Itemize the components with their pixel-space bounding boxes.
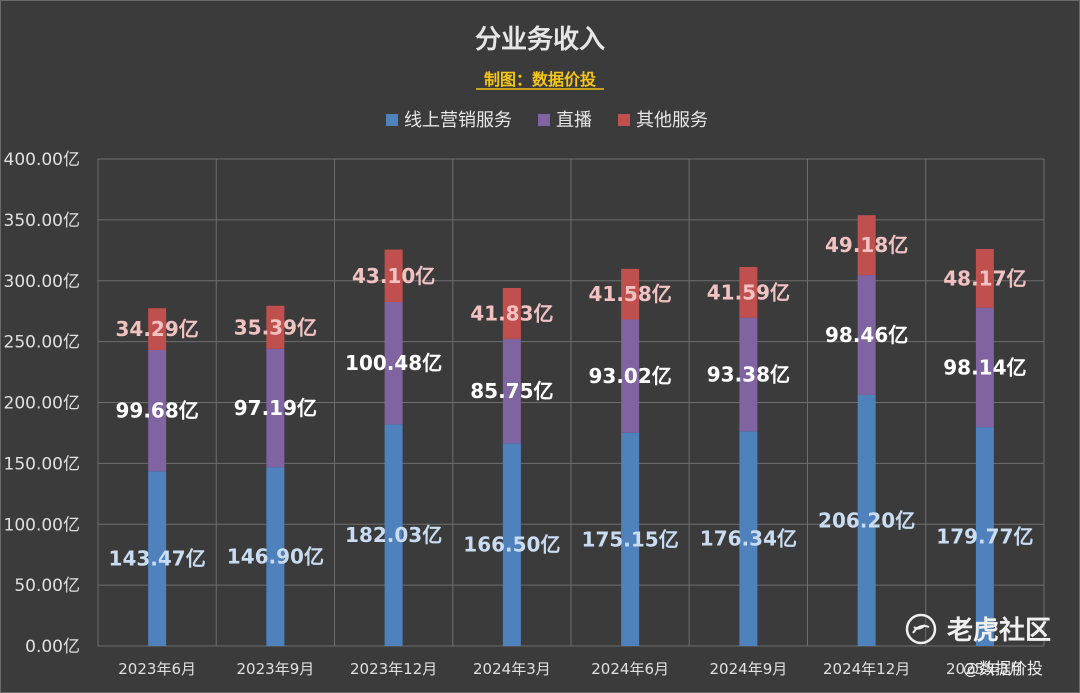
legend-label: 直播 bbox=[556, 110, 592, 131]
data-label: 99.68亿 bbox=[115, 399, 198, 423]
bar-segment bbox=[266, 305, 285, 349]
bar-segment bbox=[739, 431, 758, 646]
x-tick-label: 2023年6月 bbox=[118, 660, 196, 678]
y-tick-label: 150.00亿 bbox=[4, 454, 80, 474]
data-label: 93.38亿 bbox=[707, 362, 790, 386]
axes: 0.00亿 50.00亿 100.00亿 150.00亿 200.00亿 250.00亿 3… bbox=[4, 150, 1024, 678]
bar-segment bbox=[621, 432, 640, 646]
bar-segment bbox=[857, 394, 876, 646]
bars bbox=[148, 215, 994, 646]
data-label: 175.15亿 bbox=[582, 527, 679, 551]
data-label: 35.39亿 bbox=[234, 315, 317, 339]
data-label: 41.83亿 bbox=[470, 301, 553, 325]
bar-segment bbox=[384, 249, 403, 303]
watermark-sub: @数据价投 bbox=[963, 659, 1043, 678]
tiger-stripe-icon bbox=[912, 624, 930, 634]
y-tick-label: 100.00亿 bbox=[4, 515, 80, 535]
bar-segment bbox=[384, 424, 403, 646]
bar-segment bbox=[502, 338, 521, 444]
data-label: 49.18亿 bbox=[825, 233, 908, 257]
y-tick-label: 200.00亿 bbox=[4, 394, 80, 414]
data-label: 166.50亿 bbox=[463, 533, 560, 557]
data-label: 146.90亿 bbox=[227, 545, 324, 569]
y-tick-label: 50.00亿 bbox=[14, 576, 80, 596]
x-tick-label: 2024年9月 bbox=[710, 660, 788, 678]
bar-segment bbox=[148, 471, 167, 646]
watermark-main: 老虎社区 bbox=[947, 615, 1051, 646]
x-tick-label: 2025年3月 bbox=[946, 660, 1024, 678]
bar-segment bbox=[975, 248, 994, 308]
x-tick-label: 2024年3月 bbox=[473, 660, 551, 678]
bar-segment bbox=[739, 317, 758, 432]
legend-swatch bbox=[386, 114, 398, 126]
data-label: 43.10亿 bbox=[352, 264, 435, 288]
bar-segment bbox=[148, 308, 167, 350]
data-label: 179.77亿 bbox=[936, 525, 1033, 549]
x-tick-label: 2024年12月 bbox=[823, 660, 910, 678]
bar-segment bbox=[621, 319, 640, 433]
data-label: 98.46亿 bbox=[825, 323, 908, 347]
data-label: 41.58亿 bbox=[588, 282, 671, 306]
data-label: 206.20亿 bbox=[818, 508, 915, 532]
bar-segment bbox=[857, 275, 876, 395]
legend-label: 线上营销服务 bbox=[404, 110, 512, 131]
data-label: 143.47亿 bbox=[109, 547, 206, 571]
bar-segment bbox=[384, 302, 403, 425]
x-tick-label: 2023年9月 bbox=[237, 660, 315, 678]
data-label: 41.59亿 bbox=[707, 280, 790, 304]
bar-segment bbox=[739, 266, 758, 318]
data-label: 97.19亿 bbox=[234, 396, 317, 420]
y-tick-label: 350.00亿 bbox=[4, 211, 80, 231]
bar-segment bbox=[975, 307, 994, 428]
data-label: 85.75亿 bbox=[470, 379, 553, 403]
chart-title: 分业务收入 bbox=[475, 25, 605, 55]
legend-label: 其他服务 bbox=[636, 110, 708, 131]
data-label: 34.29亿 bbox=[115, 317, 198, 341]
bar-segment bbox=[266, 467, 285, 646]
bar-segment bbox=[975, 427, 994, 646]
x-tick-label: 2024年6月 bbox=[591, 660, 669, 678]
data-label: 98.14亿 bbox=[943, 355, 1026, 379]
bar-segment bbox=[502, 287, 521, 339]
data-labels: 143.47亿 99.68亿 34.29亿 146.90亿 97.19亿 35.39亿 18… bbox=[109, 233, 1034, 571]
y-tick-label: 250.00亿 bbox=[4, 333, 80, 353]
bar-segment bbox=[266, 348, 285, 468]
gridlines bbox=[97, 158, 1045, 647]
bar-segment bbox=[857, 215, 876, 276]
data-label: 176.34亿 bbox=[700, 527, 797, 551]
data-label: 100.48亿 bbox=[345, 351, 442, 375]
y-tick-label: 300.00亿 bbox=[4, 272, 80, 292]
chart-subtitle: 制图：数据价投 bbox=[484, 70, 596, 89]
legend: 线上营销服务 直播 其他服务 bbox=[386, 110, 708, 131]
y-tick-label: 0.00亿 bbox=[25, 637, 80, 657]
bar-segment bbox=[621, 268, 640, 320]
data-label: 48.17亿 bbox=[943, 266, 1026, 290]
tiger-logo-icon bbox=[905, 613, 937, 645]
y-tick-label: 400.00亿 bbox=[4, 150, 80, 170]
data-label: 182.03亿 bbox=[345, 523, 442, 547]
watermark: 老虎社区 @数据价投 bbox=[905, 613, 1051, 678]
legend-swatch bbox=[538, 114, 550, 126]
bar-segment bbox=[502, 443, 521, 646]
x-tick-label: 2023年12月 bbox=[350, 660, 437, 678]
data-label: 93.02亿 bbox=[588, 364, 671, 388]
legend-swatch bbox=[618, 114, 630, 126]
bar-segment bbox=[148, 349, 167, 472]
